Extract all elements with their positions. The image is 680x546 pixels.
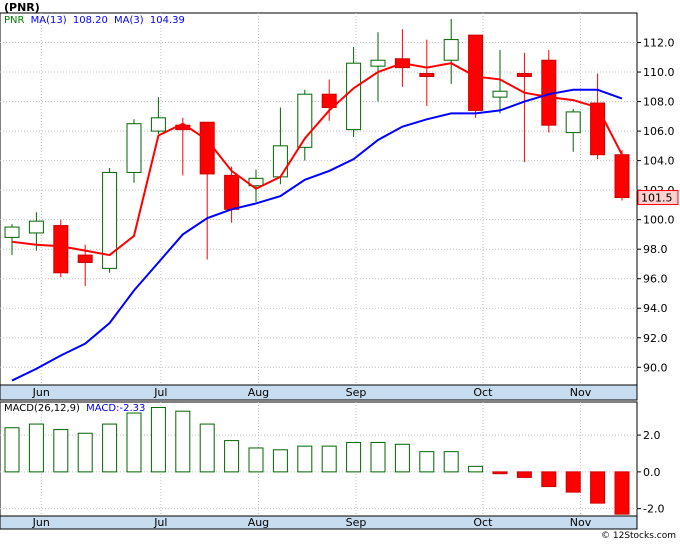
candle-up: [248, 177, 264, 187]
last-price-box: [637, 190, 679, 206]
candle-up: [346, 62, 362, 131]
macd-bar-positive: [224, 440, 240, 473]
candle-up: [370, 59, 386, 67]
macd-bar-positive: [102, 423, 118, 473]
candle-up: [492, 90, 508, 98]
macd-bar-negative: [492, 471, 508, 475]
macd-bar-positive: [77, 432, 93, 473]
price-x-tick-label: Nov: [570, 386, 592, 399]
macd-x-tick-label: Aug: [248, 516, 269, 529]
macd-y-tick-label: 2.0: [643, 429, 661, 442]
macd-legend-value: MACD:-2.33: [86, 403, 146, 414]
price-panel: 90.092.094.096.098.0100.0102.0104.0106.0…: [0, 12, 679, 401]
macd-bar-positive: [443, 451, 459, 473]
legend-ma13-value: 108.20: [72, 15, 108, 26]
price-y-tick-label: 108.0: [643, 96, 675, 109]
macd-bar-negative: [614, 471, 630, 515]
price-y-tick-label: 90.0: [643, 361, 668, 374]
macd-bar-positive: [394, 443, 410, 473]
ma3-line: [11, 62, 623, 257]
macd-bar-positive: [126, 412, 142, 473]
candle-down: [224, 174, 240, 210]
macd-bar-positive: [53, 429, 69, 473]
price-x-tick-label: Jul: [153, 386, 167, 399]
price-y-tick-label: 104.0: [643, 155, 675, 168]
candle-up: [565, 111, 581, 134]
legend-ma3-label: MA(3): [114, 15, 144, 26]
price-x-tick-label: Oct: [473, 386, 493, 399]
candle-up: [443, 39, 459, 61]
price-y-tick-label: 92.0: [643, 332, 668, 345]
macd-x-tick-label: Jun: [32, 516, 50, 529]
macd-bar-positive: [468, 465, 484, 473]
macd-bar-positive: [272, 449, 288, 473]
candle-down: [199, 121, 215, 175]
price-y-tick-label: 96.0: [643, 273, 668, 286]
macd-bar-negative: [541, 471, 557, 488]
price-y-tick-label: 110.0: [643, 66, 675, 79]
macd-bar-positive: [346, 441, 362, 473]
macd-x-tick-label: Oct: [473, 516, 493, 529]
ma13-line: [11, 88, 623, 382]
legend-ma3-value: 104.39: [149, 15, 185, 26]
macd-bar-positive: [419, 451, 435, 473]
credit-text: © 12Stocks.com: [601, 531, 676, 541]
candle-up: [102, 171, 118, 269]
macd-bar-positive: [297, 445, 313, 473]
candle-down: [419, 73, 435, 77]
price-y-tick-label: 98.0: [643, 243, 668, 256]
chart-title: (PNR): [4, 1, 40, 14]
candle-up: [272, 145, 288, 178]
price-y-tick-label: 94.0: [643, 302, 668, 315]
candle-down: [321, 93, 337, 108]
price-x-axis-band: [0, 384, 638, 401]
macd-x-tick-label: Sep: [346, 516, 367, 529]
price-x-tick-label: Jun: [32, 386, 50, 399]
candle-down: [590, 102, 606, 156]
macd-x-axis-band: [0, 515, 638, 530]
last-price-label: 101.5: [641, 192, 673, 205]
price-y-tick-label: 100.0: [643, 214, 675, 227]
candle-up: [4, 226, 20, 238]
candle-down: [53, 225, 69, 274]
macd-plot-area: [0, 401, 638, 517]
macd-bar-negative: [565, 471, 581, 493]
candle-down: [614, 154, 630, 199]
macd-bar-negative: [590, 471, 606, 504]
price-x-tick-label: Aug: [248, 386, 269, 399]
price-y-tick-label: 106.0: [643, 125, 675, 138]
macd-bar-negative: [516, 471, 532, 478]
macd-bar-positive: [175, 410, 191, 473]
candle-up: [126, 123, 142, 173]
macd-y-tick-label: -2.0: [643, 503, 664, 516]
macd-x-tick-label: Nov: [570, 516, 592, 529]
macd-bar-positive: [248, 447, 264, 473]
candle-down: [516, 73, 532, 77]
macd-bar-positive: [28, 423, 44, 473]
macd-bar-positive: [150, 407, 166, 473]
macd-bar-positive: [370, 441, 386, 473]
macd-bar-positive: [4, 427, 20, 473]
macd-legend: MACD(26,12,9) MACD:-2.33: [4, 403, 148, 414]
macd-y-tick-label: 0.0: [643, 466, 661, 479]
price-legend: PNR MA(13) 108.20 MA(3) 104.39: [4, 15, 188, 26]
legend-ma13-label: MA(13): [30, 15, 67, 26]
price-y-tick-label: 112.0: [643, 37, 675, 50]
price-x-tick-label: Sep: [346, 386, 367, 399]
candle-up: [150, 117, 166, 132]
macd-bar-positive: [321, 445, 337, 473]
macd-legend-label: MACD(26,12,9): [4, 403, 80, 414]
macd-bar-positive: [199, 423, 215, 473]
macd-x-tick-label: Jul: [153, 516, 167, 529]
candle-down: [77, 254, 93, 263]
macd-panel: 2.0 0.0 -2.0 Jun Jul Aug Sep Oct Nov: [0, 401, 664, 530]
legend-ticker: PNR: [4, 15, 25, 26]
candle-up: [28, 220, 44, 234]
